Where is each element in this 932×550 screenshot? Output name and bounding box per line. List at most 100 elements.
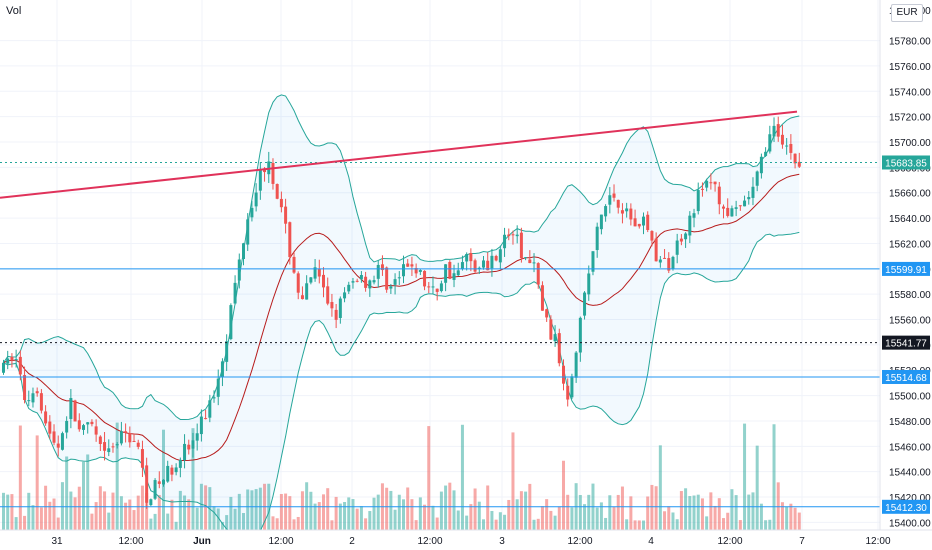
candle-body (284, 206, 288, 224)
price-level-tag (882, 369, 930, 384)
price-level-tag (882, 155, 930, 170)
candle-body (212, 397, 216, 399)
price-tick-label: 15420.00 (889, 493, 931, 504)
trendline[interactable] (0, 110, 798, 199)
time-tick-label: Jun (193, 536, 211, 547)
volume-bar (31, 505, 35, 530)
candle-body (456, 270, 460, 276)
candle-body (663, 257, 667, 259)
volume-bar (675, 519, 679, 530)
price-level-tag-label: 15541.77 (885, 339, 927, 350)
volume-indicator-label[interactable]: Vol (6, 5, 22, 17)
candle-body (696, 190, 700, 212)
volume-bar (246, 489, 250, 530)
price-level-tags: 15683.85 15599.91 15541.77 15514.68 15412.30 (882, 155, 930, 514)
volume-bar (60, 482, 64, 530)
volume-bar (557, 506, 561, 530)
volume-bar (456, 510, 460, 530)
volume-bar (793, 507, 797, 530)
volume-bar (713, 505, 717, 530)
candle-body (317, 268, 321, 277)
candle-body (368, 280, 372, 289)
candle-body (10, 356, 14, 361)
volume-bar (132, 510, 136, 530)
volume-bar (288, 496, 292, 530)
volume-bar (578, 495, 582, 530)
candle-body (82, 425, 85, 430)
volume-bar (460, 424, 464, 530)
volume-bar (98, 486, 102, 530)
candle-body (27, 400, 31, 402)
candle-body (178, 459, 182, 468)
price-level-tag-label: 15514.68 (885, 373, 927, 384)
candle-body (364, 276, 368, 288)
volume-bar (667, 506, 671, 530)
volume-bar (553, 515, 557, 530)
volume-bar (545, 499, 549, 530)
volume-bar (115, 422, 119, 530)
candle-body (94, 426, 98, 435)
candle-body (465, 254, 469, 262)
volume-bar (688, 496, 692, 530)
candle-body (199, 416, 203, 435)
volume-bar (338, 503, 342, 530)
volume-bar (322, 494, 325, 530)
candle-body (174, 467, 178, 473)
volume-bar (10, 494, 14, 530)
candle-body (39, 393, 43, 411)
volume-bar (604, 517, 608, 530)
band-fill (3, 94, 800, 542)
volume-bar (296, 516, 300, 530)
candle-body (650, 231, 654, 241)
volume-bar (507, 499, 511, 530)
candle-body (444, 264, 448, 283)
candle-body (229, 305, 233, 340)
candle-body (722, 206, 725, 209)
volume-bar (35, 435, 39, 530)
candle-body (153, 480, 157, 499)
volume-bar (515, 499, 519, 530)
candle-body (549, 319, 553, 340)
candle-body (145, 465, 149, 503)
volume-bar (633, 520, 637, 530)
volume-bar (620, 486, 624, 530)
volume-bar (772, 424, 776, 530)
candle-body (132, 440, 136, 442)
volume-bar (734, 495, 738, 530)
candle-body (439, 283, 443, 292)
candle-body (149, 499, 153, 506)
price-tick-label: 15560.00 (889, 316, 931, 327)
volume-bar (477, 501, 481, 530)
volume-bar (747, 494, 751, 530)
horizontal-price-levels[interactable] (0, 161, 880, 508)
volume-bar (549, 510, 553, 530)
volume-bar (650, 484, 654, 530)
volume-bar (334, 496, 338, 530)
volume-bar (646, 496, 650, 530)
volume-bar (780, 502, 784, 530)
candle-body (300, 295, 304, 300)
volume-bar (452, 490, 456, 530)
candle-body (566, 385, 570, 400)
volume-bar (612, 507, 616, 530)
volume-bar (309, 491, 313, 530)
time-axis[interactable]: 31 12:00 Jun 12:00 2 12:00 3 12:00 4 12:00 7 12:00 (0, 529, 932, 550)
candle-body (570, 376, 574, 398)
volume-bar (482, 519, 485, 530)
candle-body (620, 210, 624, 214)
candle-body (503, 234, 507, 249)
candle-body (776, 124, 780, 137)
volume-bar (157, 495, 161, 530)
volume-bar (684, 488, 688, 530)
volume-bar (616, 494, 620, 530)
candlesticks (2, 116, 801, 509)
candle-body (136, 442, 140, 447)
currency-selector[interactable]: EUR (891, 4, 923, 22)
volume-bar (124, 502, 128, 530)
candle-body (599, 214, 603, 230)
candle-body (532, 262, 536, 264)
candle-body (31, 393, 35, 403)
volume-bar (583, 504, 587, 530)
band-lower (3, 231, 800, 542)
